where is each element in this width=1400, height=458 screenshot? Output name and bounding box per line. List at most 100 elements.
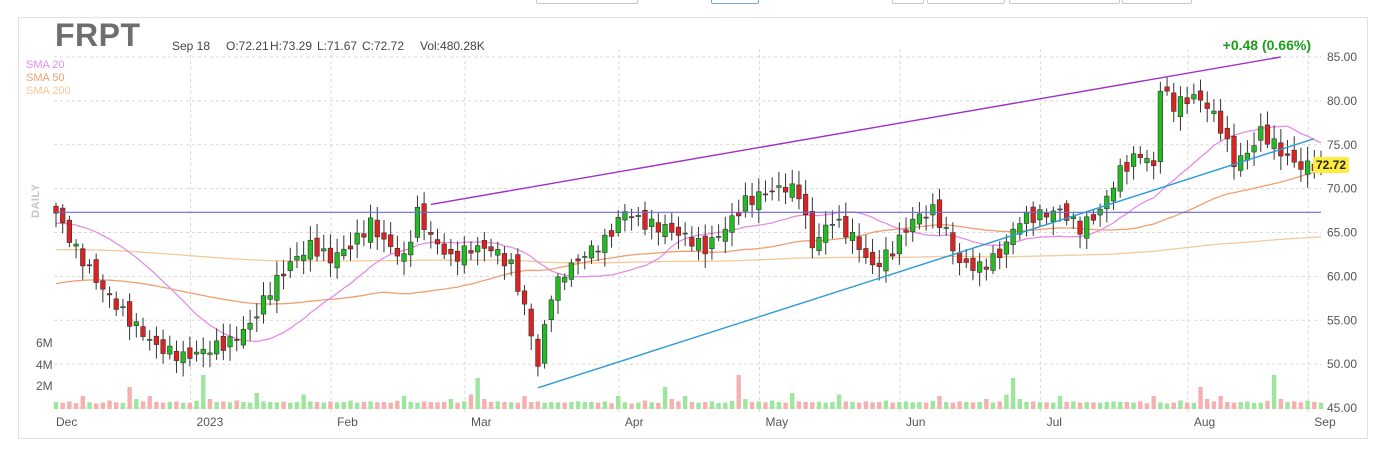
legend-sma-200[interactable]: SMA 200 [26,85,71,97]
volume-bar [937,396,942,409]
candle-body [675,226,682,236]
candle-body [66,219,72,243]
candle-body [414,206,421,238]
volume-bar [1278,399,1284,409]
lower-trendline [537,137,1315,389]
volume-bar [1211,401,1217,409]
candle-body [876,262,882,267]
candle-body [568,262,574,280]
candle-body [555,276,561,301]
volume-bar [435,402,440,409]
candle-body [86,264,93,267]
sma-20-line [56,125,1322,343]
legend-sma-20[interactable]: SMA 20 [26,59,65,71]
candle-body [475,245,481,253]
volume-bar [716,402,721,409]
volume-bar [247,402,253,409]
candle-body [354,232,360,245]
volume-bar [763,402,768,409]
volume-bar [80,396,85,409]
volume-bar [421,401,427,409]
candle-body [515,254,521,292]
candle-body [883,249,889,272]
volume-bar [1292,401,1297,409]
volume-bar [1051,402,1056,409]
legend-sma-50[interactable]: SMA 50 [26,72,65,84]
volume-bar [415,402,420,409]
candle-body [890,253,896,257]
volume-bar [910,402,915,409]
volume-bar [609,403,614,409]
volume-bar [990,402,996,409]
volume-bar [301,394,306,409]
candle-body [682,232,688,235]
volume-bar [957,401,962,409]
candle-body [729,215,735,233]
volume-bar [1044,402,1049,409]
volume-bar [100,402,106,409]
candle-body [1264,124,1271,145]
candle-body [133,321,139,327]
volume-bar [736,375,741,409]
x-tick-label: May [765,415,788,429]
candle-body [73,243,79,247]
volume-bar [569,402,574,409]
candle-body [1157,90,1163,162]
toolbar-tab[interactable] [536,0,638,4]
candle-body [381,232,387,240]
volume-bar [1111,401,1116,409]
candle-body [388,234,394,247]
volume-tick-label: 2M [36,379,53,393]
candle-body [642,209,648,230]
candle-body [977,261,983,273]
candle-body [796,184,802,200]
candle-body [294,255,300,261]
candle-body [776,185,782,188]
candle-body [595,250,601,253]
last-price-tag: 72.72 [1313,157,1350,173]
volume-bar [723,402,728,409]
volume-tick-label: 6M [36,336,53,350]
volume-bar [790,393,795,409]
candle-body [280,273,287,277]
candle-body [1251,145,1257,153]
volume-bar [67,401,72,409]
volume-bar [174,401,179,409]
candle-body [736,212,742,217]
candle-body [1224,127,1230,140]
candle-body [936,199,943,228]
toolbar-tab[interactable] [1009,0,1120,4]
toolbar-tab-active[interactable] [711,0,759,4]
candle-body [140,326,146,337]
candle-body [649,218,655,227]
candle-body [180,351,186,364]
volume-bar [140,401,146,409]
candle-body [1144,158,1150,164]
volume-bar [1144,403,1150,409]
toolbar-tab[interactable] [927,0,1005,4]
candle-body [307,239,313,260]
candle-body [468,250,474,254]
volume-bar [261,401,266,409]
volume-bar [388,402,393,409]
candle-body [1137,154,1143,158]
volume-bar [1251,402,1257,409]
candle-body [1130,153,1137,167]
toolbar-tab[interactable] [1122,0,1192,4]
volume-bar [334,402,340,409]
volume-bar [830,402,835,409]
volume-bar [381,402,387,409]
volume-bar [1218,396,1223,409]
volume-bar [234,400,239,409]
volume-bar [328,401,333,409]
bar-high: H:73.29 [270,39,313,53]
volume-bar [482,399,487,409]
volume-bar [823,402,828,409]
toolbar-tab[interactable] [892,0,924,4]
candle-body [301,254,307,261]
volume-bar [917,402,922,409]
volume-bar [950,402,956,409]
volume-bar [749,402,755,409]
candle-body [120,306,126,308]
